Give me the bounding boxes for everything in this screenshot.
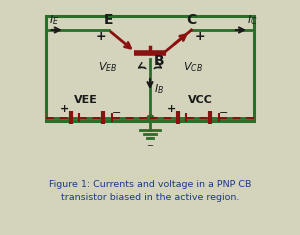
Text: +: + <box>60 104 69 114</box>
Text: $I_C$: $I_C$ <box>247 13 257 27</box>
Text: +: + <box>194 30 205 43</box>
Bar <box>46 16 253 121</box>
Text: $V_{CB}$: $V_{CB}$ <box>183 60 202 74</box>
Text: $I_B$: $I_B$ <box>154 82 164 96</box>
Text: Figure 1: Currents and voltage in a PNP CB: Figure 1: Currents and voltage in a PNP … <box>49 180 251 189</box>
Text: $V_{EB}$: $V_{EB}$ <box>98 60 117 74</box>
Text: C: C <box>186 13 197 27</box>
Text: VEE: VEE <box>74 94 98 105</box>
Text: $-$: $-$ <box>218 106 228 116</box>
Text: $-$: $-$ <box>146 139 154 148</box>
Text: $-$: $-$ <box>111 106 121 116</box>
Text: E: E <box>104 13 113 27</box>
Text: transistor biased in the active region.: transistor biased in the active region. <box>61 193 239 202</box>
Text: $I_E$: $I_E$ <box>49 13 59 27</box>
Text: +: + <box>167 104 176 114</box>
Text: VCC: VCC <box>188 94 213 105</box>
Text: +: + <box>95 30 106 43</box>
Text: B: B <box>153 54 164 68</box>
